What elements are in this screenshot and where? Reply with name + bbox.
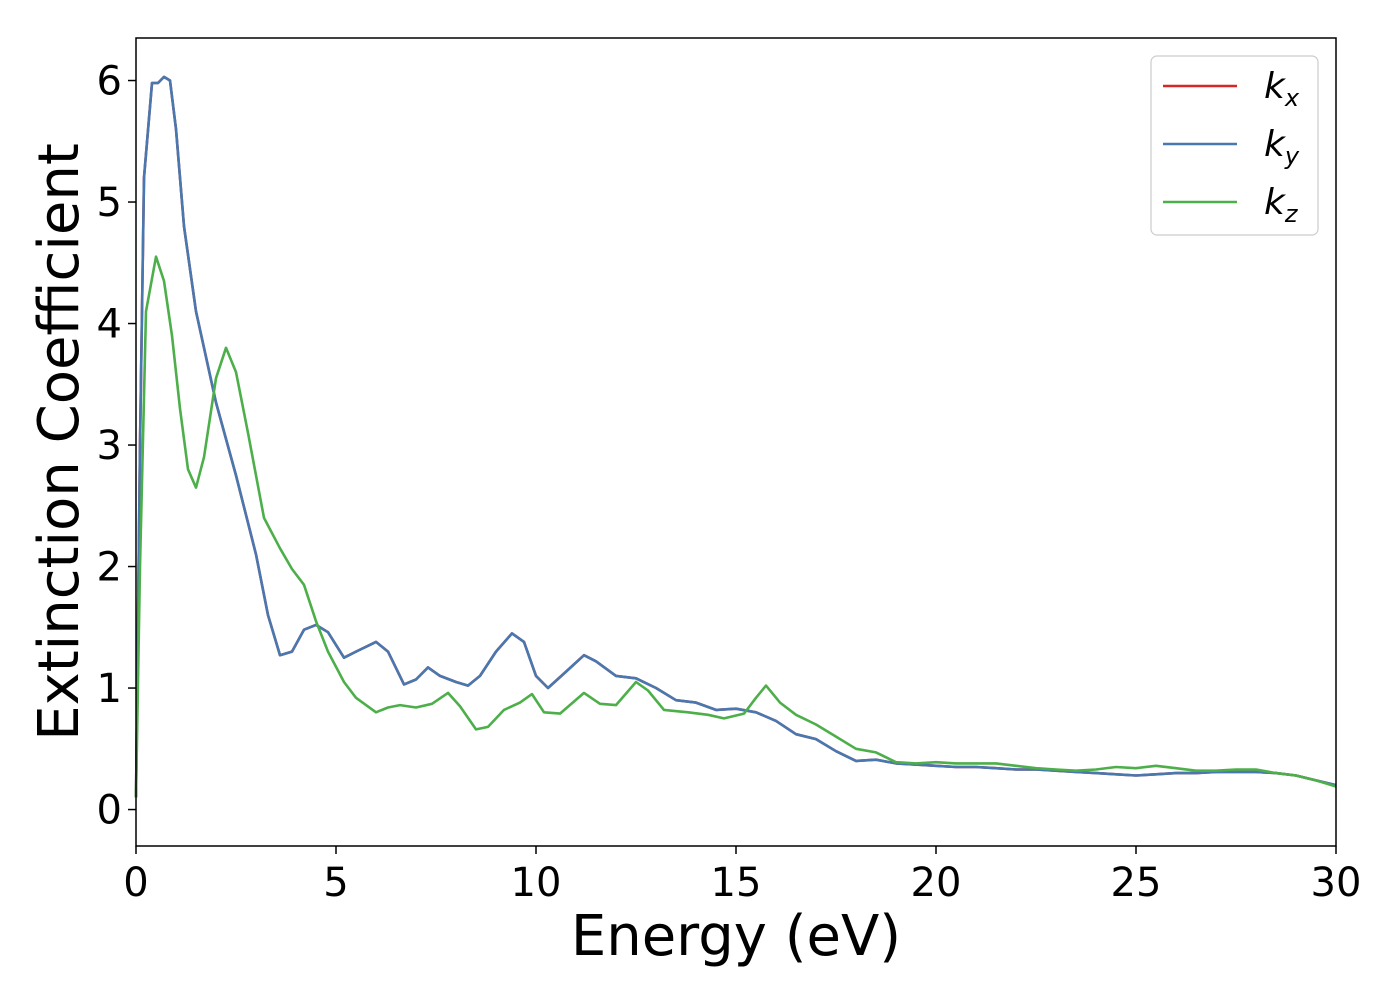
x-axis-title: Energy (eV) [571,904,901,969]
y-tick-label: 5 [97,180,122,226]
legend-box [1150,55,1319,236]
y-tick-label: 0 [97,788,122,834]
legend-label-subscript: y [1284,142,1300,170]
series-line-ky [134,75,1337,798]
legend-label-base: k [1264,66,1287,107]
x-tick-label: 25 [1111,860,1162,906]
x-tick-label: 30 [1311,860,1362,906]
legend-label-subscript: x [1284,84,1300,112]
plot-frame [135,37,1337,847]
legend-label-kz: kz [1264,182,1299,228]
x-tick-label: 0 [123,860,148,906]
legend-label-base: k [1264,182,1287,223]
y-tick-label: 6 [97,59,122,105]
series-layer [134,75,1337,798]
series-line-kz [134,255,1337,798]
y-tick-label: 2 [97,545,122,591]
legend-label-kx: kx [1264,66,1300,112]
legend-label-subscript: z [1284,200,1299,228]
y-tick-label: 3 [97,423,122,469]
x-tick-label: 20 [911,860,962,906]
legend-label-base: k [1264,124,1287,165]
y-tick-label: 1 [97,666,122,712]
x-tick-label: 15 [711,860,762,906]
ticks-layer: 0 5 10 15 20 25 30 0 1 2 3 4 5 6 [97,59,1362,906]
y-axis-title: Extinction Coefficient [27,143,92,741]
x-tick-label: 10 [511,860,562,906]
legend-label-ky: ky [1264,124,1300,170]
x-tick-label: 5 [323,860,348,906]
y-tick-label: 4 [97,302,122,348]
